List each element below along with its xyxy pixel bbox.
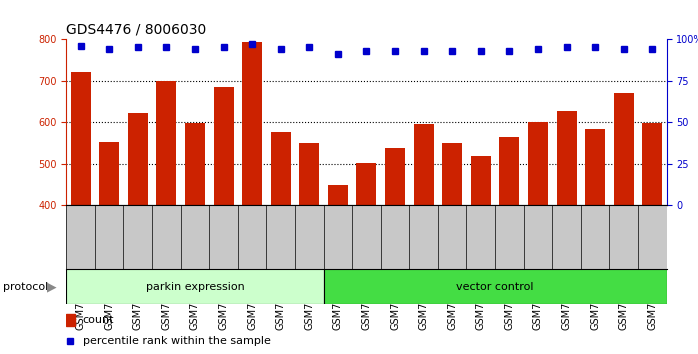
- Text: protocol: protocol: [3, 282, 49, 292]
- Bar: [156, 81, 177, 354]
- Bar: [185, 123, 205, 354]
- Text: vector control: vector control: [456, 282, 534, 292]
- Bar: [414, 124, 433, 354]
- Bar: [499, 137, 519, 354]
- Bar: [242, 42, 262, 354]
- Bar: [128, 113, 148, 354]
- Bar: [271, 132, 290, 354]
- Text: ▶: ▶: [47, 280, 57, 293]
- Bar: [66, 314, 75, 326]
- Text: parkin expression: parkin expression: [146, 282, 244, 292]
- Bar: [99, 142, 119, 354]
- Bar: [614, 93, 634, 354]
- Bar: [585, 129, 605, 354]
- Bar: [328, 185, 348, 354]
- Bar: [324, 269, 667, 304]
- Bar: [357, 163, 376, 354]
- Bar: [443, 143, 462, 354]
- Text: percentile rank within the sample: percentile rank within the sample: [83, 336, 271, 346]
- Bar: [470, 156, 491, 354]
- Bar: [385, 148, 405, 354]
- Bar: [642, 124, 662, 354]
- Text: GDS4476 / 8006030: GDS4476 / 8006030: [66, 22, 207, 36]
- Text: count: count: [83, 315, 114, 325]
- Bar: [528, 122, 548, 354]
- Bar: [70, 72, 91, 354]
- Bar: [214, 87, 234, 354]
- Bar: [299, 143, 319, 354]
- Bar: [66, 269, 324, 304]
- Bar: [556, 111, 577, 354]
